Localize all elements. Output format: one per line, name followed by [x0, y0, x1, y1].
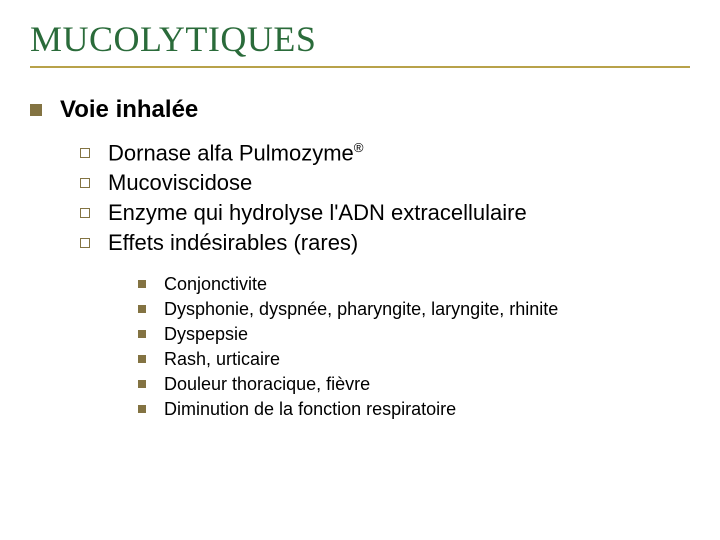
square-bullet-outline-icon: [80, 148, 90, 158]
square-bullet-outline-icon: [80, 208, 90, 218]
square-bullet-small-icon: [138, 380, 146, 388]
level3-item: Douleur thoracique, fièvre: [138, 374, 690, 395]
level3-item: Rash, urticaire: [138, 349, 690, 370]
level2-label: Effets indésirables (rares): [108, 230, 358, 256]
level3-label: Rash, urticaire: [164, 349, 280, 370]
square-bullet-small-icon: [138, 280, 146, 288]
level3-label: Douleur thoracique, fièvre: [164, 374, 370, 395]
slide-title: MUCOLYTIQUES: [30, 18, 690, 60]
square-bullet-small-icon: [138, 305, 146, 313]
square-bullet-small-icon: [138, 330, 146, 338]
level3-label: Dyspepsie: [164, 324, 248, 345]
level3-item: Dyspepsie: [138, 324, 690, 345]
square-bullet-filled-icon: [30, 104, 42, 116]
level3-item: Diminution de la fonction respiratoire: [138, 399, 690, 420]
level3-item: Dysphonie, dyspnée, pharyngite, laryngit…: [138, 299, 690, 320]
level2-label: Dornase alfa Pulmozyme®: [108, 140, 364, 166]
level3-item: Conjonctivite: [138, 274, 690, 295]
level2-item: Dornase alfa Pulmozyme®: [80, 140, 690, 166]
level2-label-text: Dornase alfa Pulmozyme: [108, 140, 354, 165]
level2-label: Mucoviscidose: [108, 170, 252, 196]
level2-item: Enzyme qui hydrolyse l'ADN extracellulai…: [80, 200, 690, 226]
square-bullet-outline-icon: [80, 178, 90, 188]
square-bullet-small-icon: [138, 355, 146, 363]
square-bullet-small-icon: [138, 405, 146, 413]
level2-item: Effets indésirables (rares): [80, 230, 690, 256]
level1-item: Voie inhalée: [30, 96, 690, 124]
level3-label: Dysphonie, dyspnée, pharyngite, laryngit…: [164, 299, 558, 320]
level2-label: Enzyme qui hydrolyse l'ADN extracellulai…: [108, 200, 527, 226]
square-bullet-outline-icon: [80, 238, 90, 248]
level2-item: Mucoviscidose: [80, 170, 690, 196]
level2-list: Dornase alfa Pulmozyme® Mucoviscidose En…: [30, 140, 690, 256]
level3-label: Conjonctivite: [164, 274, 267, 295]
level3-list: Conjonctivite Dysphonie, dyspnée, pharyn…: [30, 274, 690, 420]
registered-mark: ®: [354, 140, 364, 155]
level3-label: Diminution de la fonction respiratoire: [164, 399, 456, 420]
title-underline-rule: [30, 66, 690, 68]
level1-label: Voie inhalée: [60, 96, 198, 124]
